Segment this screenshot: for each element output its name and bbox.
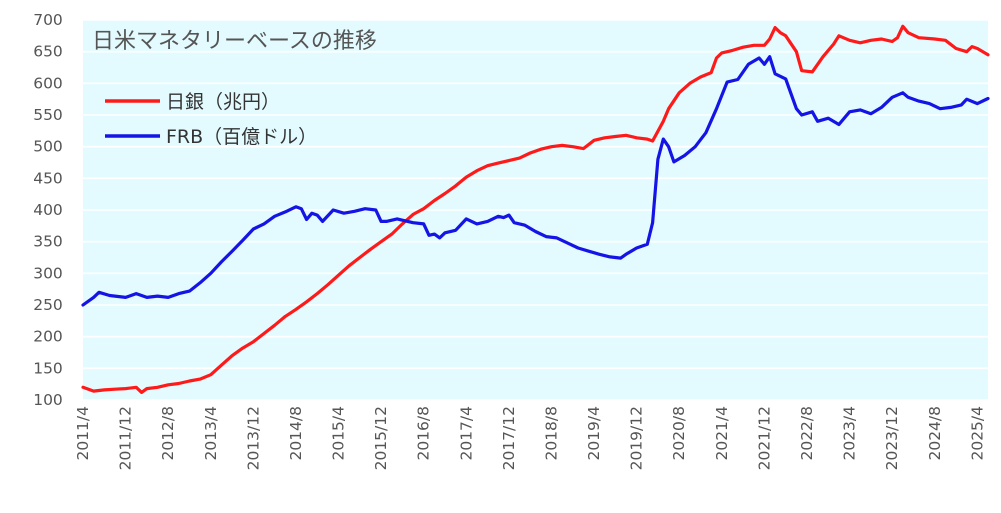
x-tick-label: 2012/8 — [159, 406, 177, 461]
y-tick-label: 350 — [33, 233, 63, 251]
legend-label-boj: 日銀（兆円） — [166, 91, 280, 113]
x-tick-label: 2024/8 — [926, 406, 944, 461]
x-tick-label: 2019/12 — [628, 406, 646, 470]
x-tick-label: 2015/4 — [330, 406, 348, 461]
y-tick-label: 400 — [33, 201, 63, 219]
x-tick-label: 2013/4 — [202, 406, 220, 461]
x-tick-label: 2017/4 — [457, 406, 475, 461]
x-tick-label: 2023/12 — [883, 406, 901, 470]
series-line-frb — [81, 55, 990, 307]
x-tick-label: 2021/12 — [755, 406, 773, 470]
y-tick-label: 100 — [33, 391, 63, 409]
y-tick-label: 550 — [33, 106, 63, 124]
x-tick-label: 2020/8 — [670, 406, 688, 461]
x-tick-label: 2022/8 — [798, 406, 816, 461]
series-line-boj — [81, 24, 990, 394]
x-tick-label: 2021/4 — [713, 406, 731, 461]
chart-title: 日米マネタリーベースの推移 — [92, 29, 377, 54]
x-tick-label: 2019/4 — [585, 406, 603, 461]
x-tick-label: 2015/12 — [372, 406, 390, 470]
x-tick-label: 2025/4 — [968, 406, 986, 461]
legend: 日銀（兆円） FRB（百億ドル） — [105, 91, 317, 148]
y-tick-label: 650 — [33, 43, 63, 61]
y-tick-label: 500 — [33, 138, 63, 156]
x-tick-label: 2018/8 — [542, 406, 560, 461]
x-tick-label: 2013/12 — [244, 406, 262, 470]
x-tick-label: 2023/4 — [841, 406, 859, 461]
y-tick-label: 450 — [33, 169, 63, 187]
x-tick-label: 2017/12 — [500, 406, 518, 470]
x-tick-label: 2011/4 — [74, 406, 92, 461]
y-tick-label: 200 — [33, 328, 63, 346]
y-tick-label: 600 — [33, 74, 63, 92]
x-tick-label: 2011/12 — [117, 406, 135, 470]
y-tick-label: 250 — [33, 296, 63, 314]
legend-label-frb: FRB（百億ドル） — [166, 126, 317, 148]
y-tick-label: 300 — [33, 264, 63, 282]
y-tick-label: 150 — [33, 359, 63, 377]
x-tick-label: 2016/8 — [415, 406, 433, 461]
y-tick-label: 700 — [33, 11, 63, 29]
plot-area: 100 150 200 250 300 350 400 450 500 550 600 650 700 2… — [33, 11, 990, 470]
x-tick-label: 2014/8 — [287, 406, 305, 461]
